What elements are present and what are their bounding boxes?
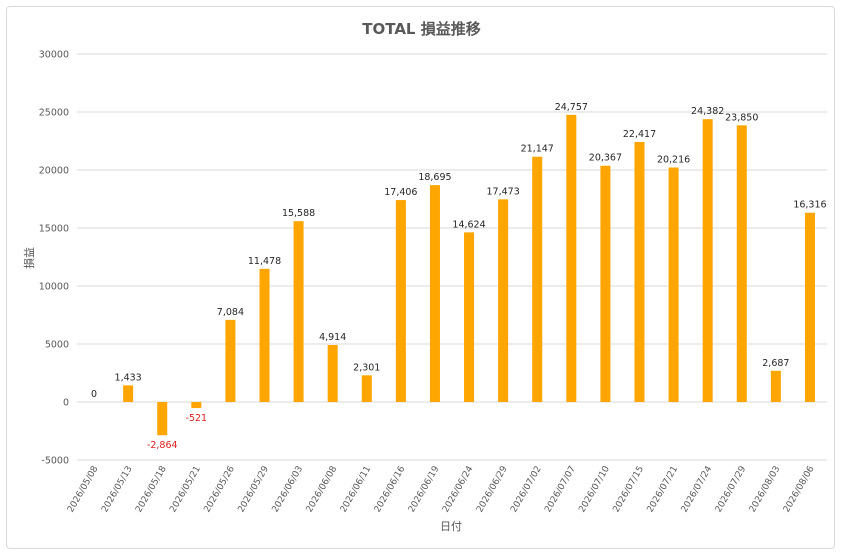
bar — [668, 167, 679, 402]
data-label: 1,433 — [115, 372, 142, 383]
bar — [532, 156, 543, 402]
y-axis-label: 損益 — [22, 247, 36, 269]
y-tick-label: 25000 — [39, 108, 69, 119]
bar — [123, 385, 134, 402]
x-tick-label: 2026/06/11 — [339, 465, 374, 515]
x-tick-label: 2026/06/29 — [475, 464, 510, 514]
data-label: 14,624 — [452, 219, 485, 230]
data-label: 15,588 — [282, 208, 315, 219]
data-label: 16,316 — [793, 200, 826, 211]
x-tick-label: 2026/07/02 — [509, 465, 544, 515]
y-tick-label: 20000 — [39, 166, 69, 177]
x-tick-label: 2026/05/29 — [237, 464, 272, 514]
x-tick-label: 2026/05/08 — [66, 464, 101, 514]
x-tick-label: 2026/06/03 — [271, 465, 306, 515]
bar — [429, 185, 440, 402]
x-tick-label: 2026/08/06 — [782, 464, 817, 514]
data-label: -521 — [186, 413, 208, 424]
x-tick-label: 2026/08/03 — [748, 465, 783, 515]
data-label: 20,367 — [589, 153, 622, 164]
bar — [225, 319, 236, 402]
data-label: 17,406 — [384, 187, 417, 198]
x-tick-label: 2026/07/21 — [646, 465, 681, 515]
data-label: 18,695 — [418, 172, 451, 183]
data-label: 2,301 — [353, 362, 380, 373]
data-label: 11,478 — [248, 256, 281, 267]
x-tick-label: 2026/07/15 — [612, 465, 647, 515]
x-tick-label: 2026/05/21 — [168, 465, 203, 515]
x-tick-label: 2026/06/19 — [407, 464, 442, 514]
data-label: 0 — [91, 389, 97, 400]
y-tick-label: -5000 — [41, 456, 69, 467]
x-tick-label: 2026/06/08 — [305, 464, 340, 514]
x-tick-label: 2026/06/16 — [373, 464, 408, 514]
bar — [566, 114, 577, 403]
chart-title: TOTAL 損益推移 — [362, 20, 481, 38]
bar — [702, 119, 713, 403]
data-label: 21,147 — [521, 144, 554, 155]
x-tick-label: 2026/07/10 — [577, 464, 612, 514]
x-tick-label: 2026/07/24 — [680, 464, 715, 514]
chart-frame — [6, 6, 835, 549]
x-axis-label: 日付 — [440, 520, 462, 533]
bar — [395, 200, 406, 402]
y-tick-label: 0 — [63, 398, 69, 409]
bar — [804, 212, 815, 402]
y-tick-label: 15000 — [39, 224, 69, 235]
y-tick-label: 10000 — [39, 282, 69, 293]
bar — [498, 199, 509, 402]
data-label: 24,382 — [691, 106, 724, 117]
bar — [634, 141, 645, 402]
data-label: -2,864 — [147, 440, 178, 451]
bar — [464, 232, 475, 402]
y-axis-ticks: -5000 0 5000 10000 15000 20000 25000 30000 — [39, 50, 69, 467]
bar — [770, 370, 781, 402]
bar — [361, 375, 372, 402]
x-tick-label: 2026/05/13 — [100, 465, 135, 515]
data-label: 23,850 — [725, 112, 758, 123]
data-label: 2,687 — [762, 358, 789, 369]
bar — [259, 268, 270, 402]
data-label: 24,757 — [555, 102, 588, 113]
y-tick-label: 30000 — [39, 50, 69, 61]
bar — [600, 165, 611, 402]
bar — [293, 221, 304, 402]
x-tick-label: 2026/07/29 — [714, 464, 749, 514]
grid-lines — [77, 53, 827, 461]
data-label: 17,473 — [487, 186, 520, 197]
data-label: 20,216 — [657, 154, 690, 165]
bar — [327, 344, 338, 402]
bar — [157, 402, 168, 436]
data-label: 7,084 — [217, 307, 244, 318]
data-labels: 0 1,433 -2,864 -521 7,084 11,478 15,588 4,914 2,… — [91, 102, 827, 451]
x-axis-ticks: 2026/05/08 2026/05/13 2026/05/18 2026/05/21… — [66, 464, 817, 514]
x-tick-label: 2026/07/07 — [543, 465, 578, 515]
x-tick-label: 2026/05/18 — [134, 464, 169, 514]
bar — [736, 125, 747, 402]
y-tick-label: 5000 — [45, 340, 69, 351]
data-label: 4,914 — [319, 332, 346, 343]
x-tick-label: 2026/06/24 — [441, 464, 476, 514]
bar — [191, 402, 202, 409]
data-label: 22,417 — [623, 129, 656, 140]
bars — [123, 114, 815, 436]
x-tick-label: 2026/05/26 — [202, 464, 237, 514]
